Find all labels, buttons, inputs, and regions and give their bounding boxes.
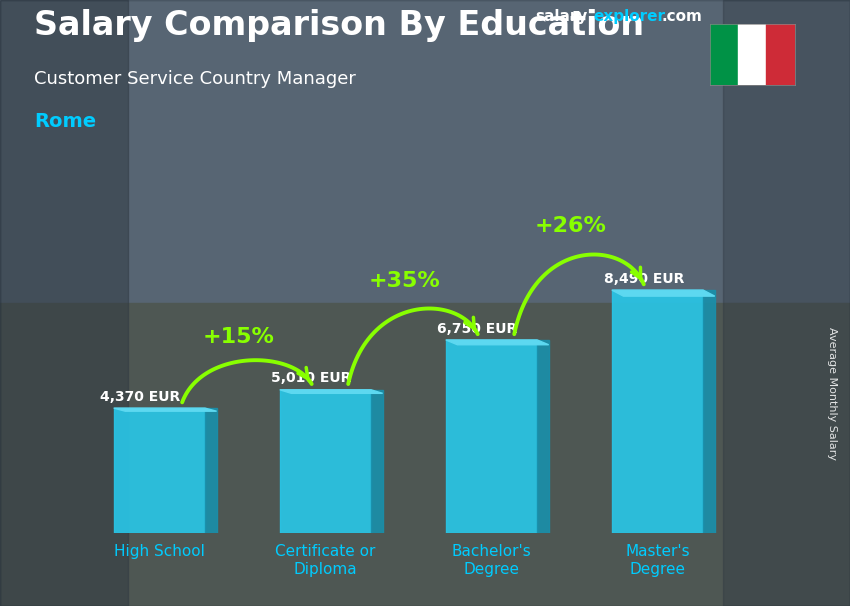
Text: +15%: +15% xyxy=(202,327,275,347)
Polygon shape xyxy=(280,390,382,393)
Polygon shape xyxy=(612,290,715,296)
Bar xyxy=(722,0,850,606)
Polygon shape xyxy=(114,408,217,411)
Text: 8,490 EUR: 8,490 EUR xyxy=(604,271,684,286)
Text: 5,010 EUR: 5,010 EUR xyxy=(271,371,352,385)
Text: 4,370 EUR: 4,370 EUR xyxy=(100,390,181,404)
Polygon shape xyxy=(445,340,549,345)
Bar xyxy=(710,24,738,85)
Polygon shape xyxy=(371,390,382,533)
Text: 6,750 EUR: 6,750 EUR xyxy=(438,322,518,336)
Text: .com: .com xyxy=(661,9,702,24)
Polygon shape xyxy=(205,408,217,533)
Text: Average Monthly Salary: Average Monthly Salary xyxy=(827,327,837,461)
Polygon shape xyxy=(537,340,549,533)
Text: +26%: +26% xyxy=(535,216,607,236)
Polygon shape xyxy=(445,340,537,533)
Bar xyxy=(767,24,795,85)
Bar xyxy=(0,0,850,303)
Text: explorer: explorer xyxy=(593,9,666,24)
Bar xyxy=(0,0,128,606)
Bar xyxy=(0,303,850,606)
Polygon shape xyxy=(280,390,371,533)
Polygon shape xyxy=(612,290,703,533)
Polygon shape xyxy=(114,408,205,533)
Text: Salary Comparison By Education: Salary Comparison By Education xyxy=(34,9,644,42)
Bar xyxy=(738,24,767,85)
Text: Customer Service Country Manager: Customer Service Country Manager xyxy=(34,70,356,88)
Text: Rome: Rome xyxy=(34,112,96,131)
Text: +35%: +35% xyxy=(369,271,440,291)
Text: salary: salary xyxy=(536,9,588,24)
Polygon shape xyxy=(703,290,715,533)
